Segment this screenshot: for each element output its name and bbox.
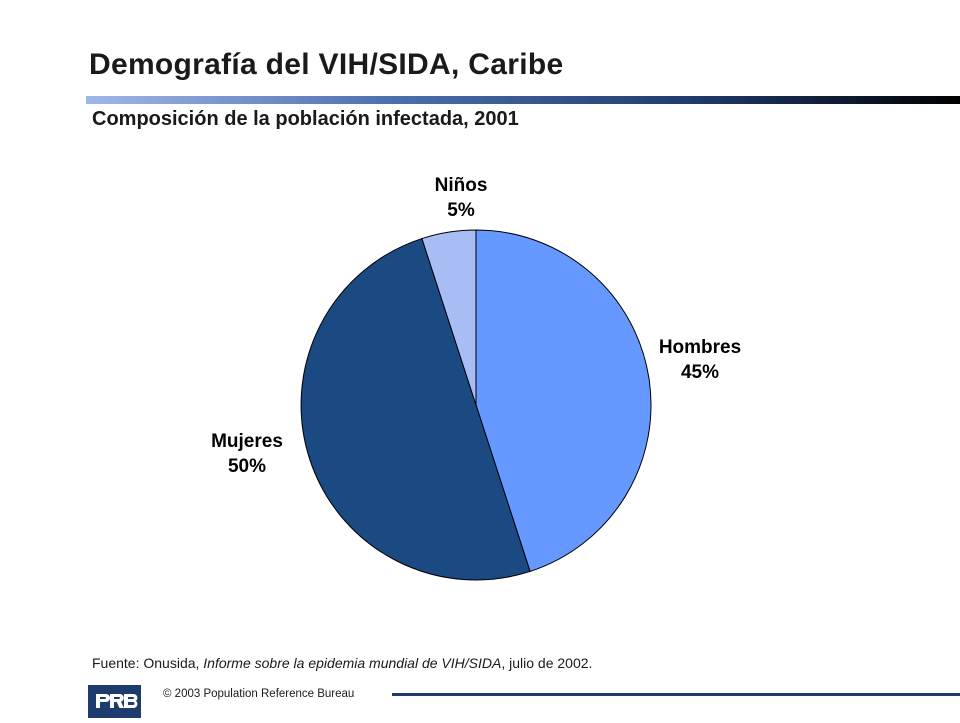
slice-value-hombres: 45% (681, 362, 719, 383)
page-title: Demografía del VIH/SIDA, Caribe (89, 48, 563, 82)
prb-logo (88, 685, 141, 718)
pie-slice-hombres (475, 229, 652, 573)
pie-slice-ninos (421, 229, 477, 406)
prb-logo-mark (88, 685, 141, 718)
title-main: Demografía del VIH/SIDA, (89, 48, 460, 81)
slice-label-hombres: Hombres (659, 337, 741, 358)
page-subtitle: Composición de la población infectada, 2… (92, 108, 519, 130)
source-suffix: , julio de 2002. (501, 655, 593, 671)
slice-label-ninos: Niños (435, 175, 488, 196)
title-region: Caribe (468, 48, 564, 81)
copyright-text: © 2003 Population Reference Bureau (163, 688, 355, 700)
source-prefix: Fuente: Onusida, (92, 655, 204, 671)
footer-rule (392, 693, 960, 696)
source-note: Fuente: Onusida, Informe sobre la epidem… (92, 655, 592, 671)
slice-value-mujeres: 50% (228, 456, 266, 477)
slice-label-mujeres: Mujeres (211, 431, 283, 452)
pie-slice-mujeres (300, 237, 531, 581)
source-report-title: Informe sobre la epidemia mundial de VIH… (203, 655, 502, 671)
title-underline-rule (86, 96, 960, 104)
slice-value-ninos: 5% (447, 200, 475, 221)
